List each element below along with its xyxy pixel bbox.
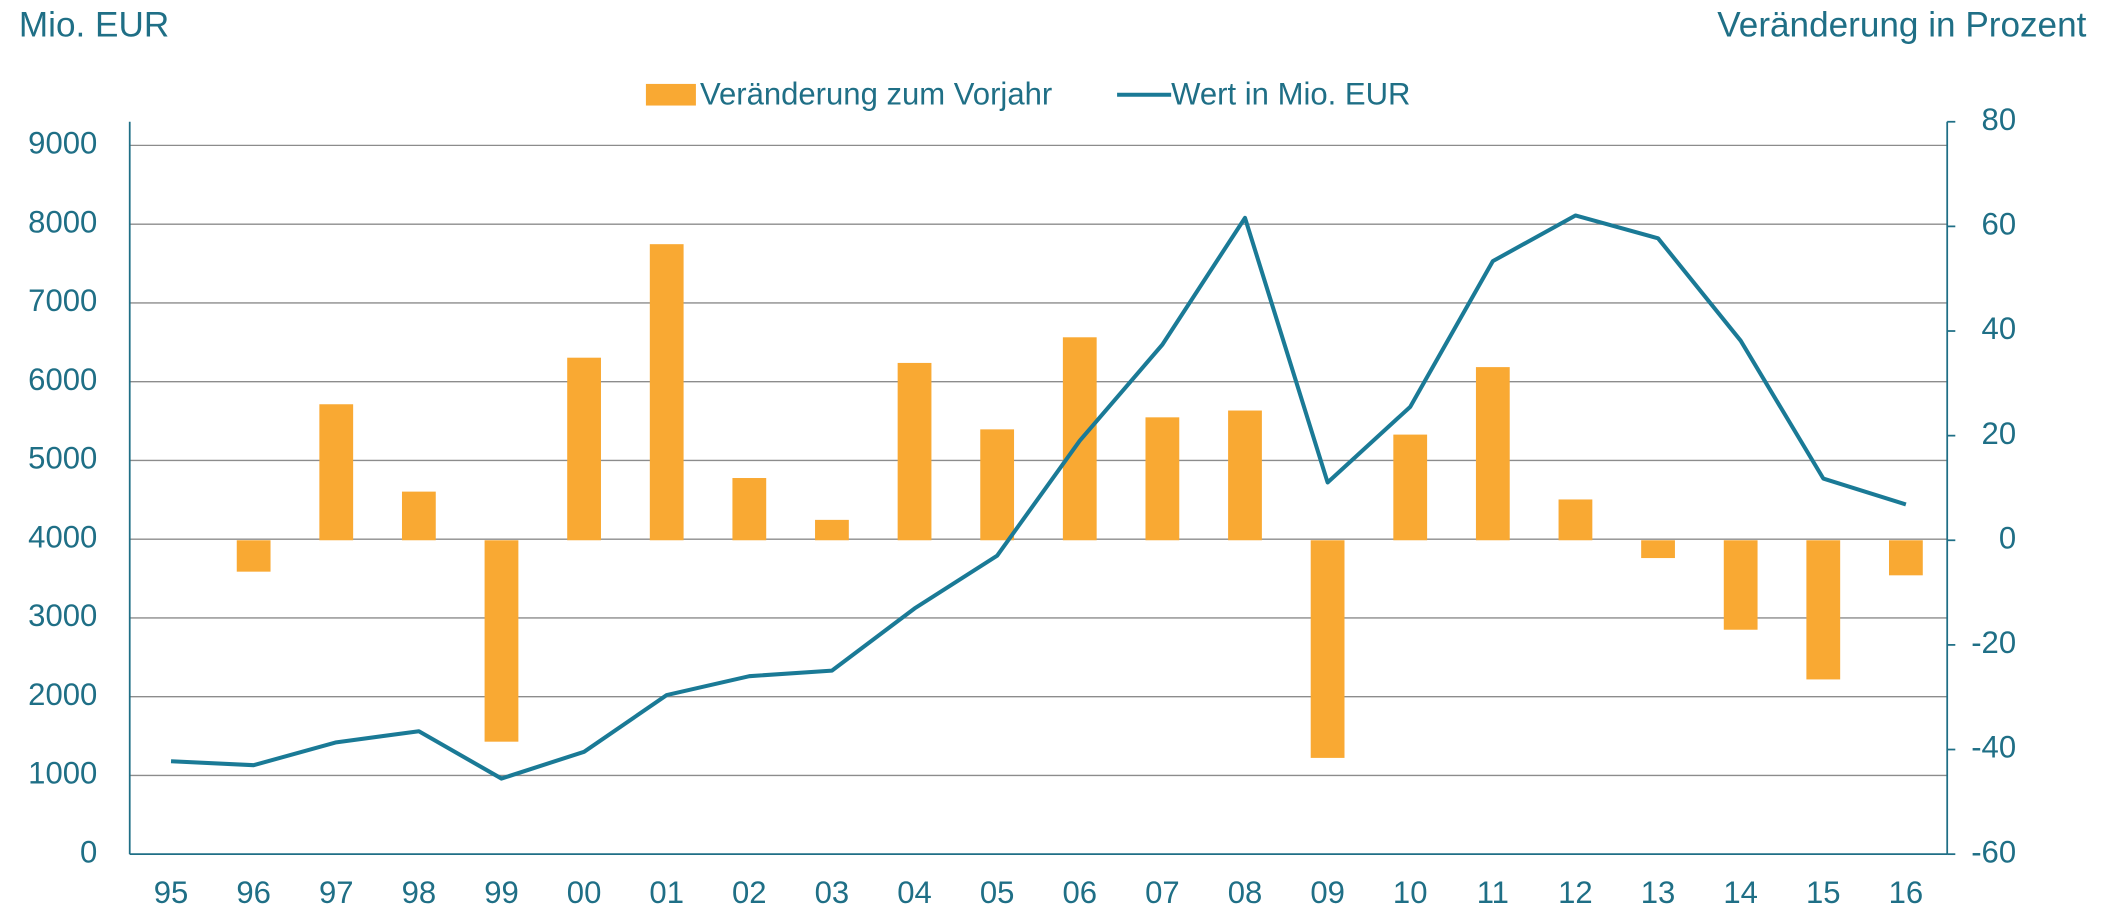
bar [567, 357, 601, 541]
bar [815, 519, 849, 541]
y-tick-label: 7000 [28, 283, 97, 318]
x-tick-label: 06 [1062, 875, 1097, 907]
line [170, 213, 1907, 781]
bar [1641, 540, 1675, 559]
x-tick-label: 07 [1145, 875, 1180, 907]
x-tick-label: 02 [732, 875, 767, 907]
y2-tick-label: 60 [1982, 207, 2017, 242]
x-tick-label: 99 [484, 875, 519, 907]
x-tick-label: 15 [1806, 875, 1841, 907]
x-tick-label: 97 [319, 875, 354, 907]
bar [484, 540, 519, 742]
bar [1145, 417, 1180, 541]
x-tick-label: 95 [154, 875, 189, 907]
y-tick-label: 9000 [28, 126, 97, 161]
x-tick-label: 16 [1889, 875, 1924, 907]
y2-tick-label: 40 [1982, 311, 2017, 346]
legend-swatch [645, 83, 696, 106]
x-tick-label: 01 [649, 875, 684, 907]
bar [236, 540, 271, 572]
x-tick-label: 09 [1310, 875, 1345, 907]
y-tick-label: 3000 [28, 598, 97, 633]
bar [897, 362, 932, 541]
x-tick-label: 10 [1393, 875, 1428, 907]
y-tick-label: 5000 [28, 441, 97, 476]
y2-tick-label: 80 [1982, 102, 2017, 137]
bar [980, 429, 1015, 541]
y2-tick-label: 20 [1982, 416, 2017, 451]
bar [319, 404, 354, 541]
y2-tick-label: 0 [1999, 520, 2016, 555]
y-tick-label: 0 [80, 834, 97, 869]
bar [401, 491, 436, 541]
bar [1228, 410, 1262, 541]
bar [649, 244, 684, 541]
y-axis-title: Mio. EUR [19, 5, 169, 44]
x-tick-label: 05 [980, 875, 1015, 907]
bar [1723, 540, 1758, 630]
x-tick-label: 04 [897, 875, 932, 907]
bar [1889, 540, 1923, 576]
bar [1393, 434, 1428, 541]
y-tick-label: 8000 [28, 204, 97, 239]
y2-axis-title: Veränderung in Prozent [1717, 5, 2086, 44]
bar [1475, 367, 1510, 541]
legend-label: Veränderung zum Vorjahr [700, 76, 1052, 111]
legend-label: Wert in Mio. EUR [1171, 76, 1410, 111]
y2-tick-label: -40 [1971, 730, 2016, 765]
x-tick-label: 00 [567, 875, 602, 907]
x-tick-label: 98 [402, 875, 437, 907]
x-tick-label: 96 [236, 875, 271, 907]
y-tick-label: 2000 [28, 677, 97, 712]
bar [1310, 540, 1345, 758]
y-tick-label: 4000 [28, 519, 97, 554]
x-tick-label: 11 [1477, 875, 1509, 907]
x-tick-label: 08 [1228, 875, 1263, 907]
x-tick-label: 14 [1723, 875, 1758, 907]
x-tick-label: 13 [1641, 875, 1676, 907]
y2-tick-label: -20 [1971, 625, 2016, 660]
bar [732, 478, 767, 541]
x-tick-label: 12 [1558, 875, 1593, 907]
x-tick-label: 03 [815, 875, 850, 907]
y2-tick-label: -60 [1971, 834, 2016, 869]
y-tick-label: 1000 [28, 756, 97, 791]
bar [1806, 540, 1841, 680]
y-tick-label: 6000 [28, 362, 97, 397]
bar [1558, 499, 1593, 541]
